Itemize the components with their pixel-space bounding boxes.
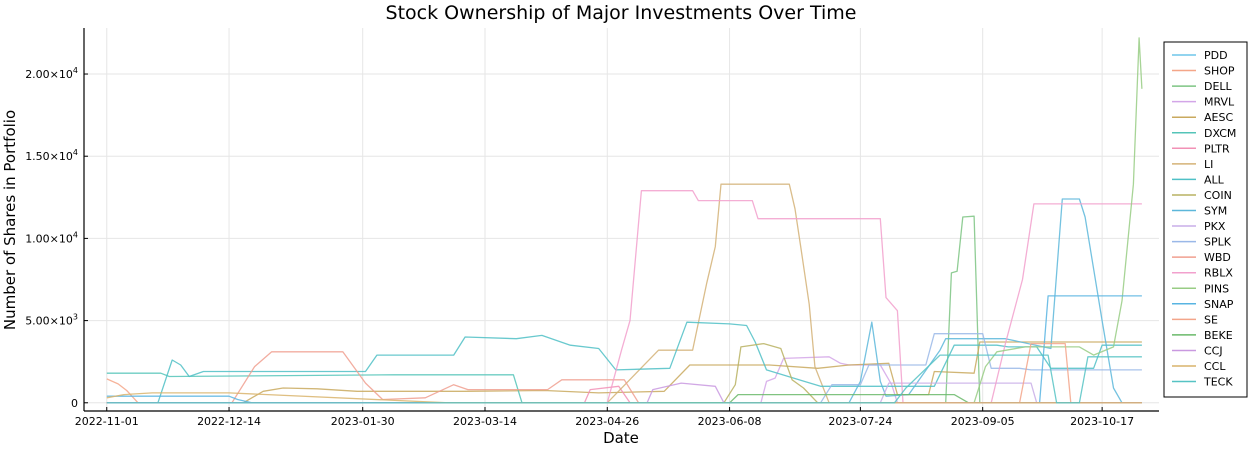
legend-label: SPLK xyxy=(1204,236,1232,249)
legend-label: RBLX xyxy=(1204,267,1233,280)
y-tick-label: 5.00×103 xyxy=(25,313,78,328)
y-tick-label: 2.00×104 xyxy=(25,66,78,81)
legend-label: AESC xyxy=(1204,111,1233,124)
x-tick-label: 2023-03-14 xyxy=(453,415,517,428)
series-line-aesc xyxy=(106,341,1142,404)
x-tick-label: 2023-10-17 xyxy=(1070,415,1134,428)
legend-label: TECK xyxy=(1203,376,1233,389)
legend-label: DELL xyxy=(1204,80,1233,93)
legend-label: SHOP xyxy=(1204,65,1235,78)
legend-label: ALL xyxy=(1204,173,1225,186)
legend-label: CCJ xyxy=(1204,344,1223,357)
series-line-li xyxy=(106,183,1142,404)
series-line-wbd xyxy=(106,351,1142,404)
series-line-all xyxy=(106,321,1142,404)
legend: PDD SHOP DELL MRVL AESC DXCM PLTR LI ALL COIN SYM P… xyxy=(1163,41,1248,398)
legend-label: PINS xyxy=(1204,282,1229,295)
x-tick-label: 2023-09-05 xyxy=(951,415,1015,428)
legend-label: DXCM xyxy=(1204,127,1236,140)
x-tick-label: 2023-07-24 xyxy=(828,415,892,428)
y-tick-label: 1.00×104 xyxy=(25,230,78,245)
grid-lines xyxy=(84,28,1159,411)
series-line-beke xyxy=(106,393,1142,404)
x-tick-label: 2023-04-26 xyxy=(575,415,639,428)
series-line-dxcm xyxy=(106,372,1142,404)
legend-label: LI xyxy=(1204,158,1213,171)
series-line-teck xyxy=(106,354,1142,404)
x-tick-label: 2023-01-30 xyxy=(331,415,395,428)
series-line-dell xyxy=(106,215,1142,404)
chart-title: Stock Ownership of Major Investments Ove… xyxy=(386,2,857,24)
series-lines xyxy=(106,37,1143,404)
x-tick-label: 2022-11-01 xyxy=(75,415,139,428)
series-line-splk xyxy=(106,333,1142,404)
legend-label: MRVL xyxy=(1204,96,1235,109)
series-line-coin xyxy=(106,342,1142,404)
legend-label: BEKE xyxy=(1204,329,1233,342)
axes xyxy=(83,28,1159,412)
legend-label: SNAP xyxy=(1204,298,1234,311)
legend-label: SE xyxy=(1204,313,1218,326)
legend-label: COIN xyxy=(1204,189,1232,202)
y-tick-label: 1.50×104 xyxy=(25,148,78,163)
legend-label: PLTR xyxy=(1204,142,1230,155)
legend-label: WBD xyxy=(1204,251,1231,264)
x-axis-title: Date xyxy=(603,429,639,447)
x-tick-label: 2023-06-08 xyxy=(698,415,762,428)
legend-label: SYM xyxy=(1204,205,1227,218)
legend-label: PKX xyxy=(1204,220,1226,233)
series-line-sym xyxy=(106,198,1142,404)
legend-label: PDD xyxy=(1204,49,1228,62)
y-axis-title: Number of Shares in Portfolio xyxy=(1,110,19,330)
legend-label: CCL xyxy=(1204,360,1226,373)
y-tick-label: 0 xyxy=(71,397,78,410)
x-tick-label: 2022-12-14 xyxy=(197,415,261,428)
series-line-mrvl xyxy=(106,356,1142,404)
series-line-pins xyxy=(106,37,1143,404)
tick-labels: 2022-11-01 2022-12-14 2023-01-30 2023-03-14… xyxy=(25,66,1134,428)
series-line-rblx xyxy=(106,190,1142,404)
